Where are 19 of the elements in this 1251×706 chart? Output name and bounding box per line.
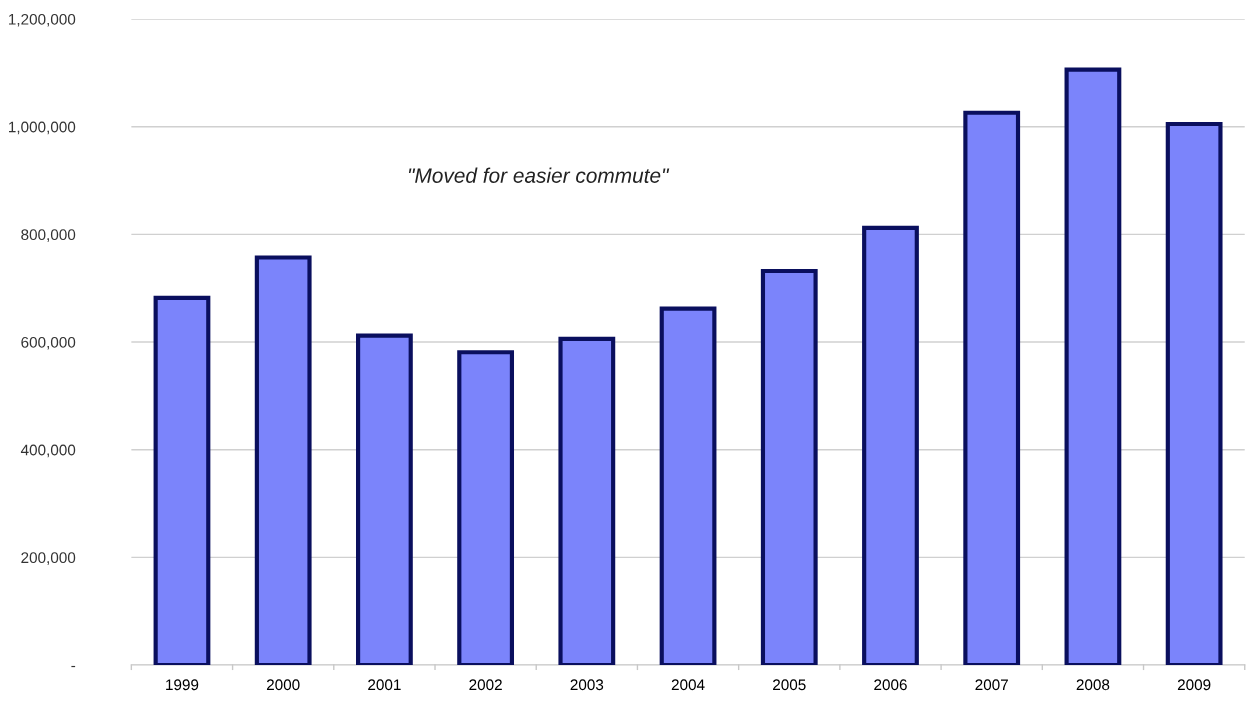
x-tick-label: 2008 — [1076, 679, 1110, 691]
y-tick-label: 200,000 — [21, 552, 76, 565]
x-tick-label: 2002 — [469, 679, 502, 691]
x-tick-label: 2000 — [266, 679, 300, 691]
annotation: "Moved for easier commute" — [408, 167, 670, 183]
x-tick-label: 2004 — [671, 679, 705, 691]
x-tick-label: 2003 — [570, 679, 604, 691]
y-tick-label: 400,000 — [20, 444, 76, 458]
y-tick-label: 1,200,000 — [9, 13, 76, 27]
y-tick-label: 800,000 — [21, 229, 76, 242]
y-tick-label: 1,000,000 — [9, 121, 76, 135]
x-tick-label: 1999 — [166, 679, 199, 691]
y-tick-label: 600,000 — [21, 336, 76, 350]
x-tick-label: 2005 — [773, 679, 806, 691]
x-tick-label: 2001 — [368, 679, 401, 691]
x-tick-label: 2006 — [874, 679, 907, 691]
y-tick-label: - — [71, 665, 76, 668]
x-tick-label: 2007 — [975, 679, 1008, 691]
x-tick-label: 2009 — [1177, 679, 1211, 691]
